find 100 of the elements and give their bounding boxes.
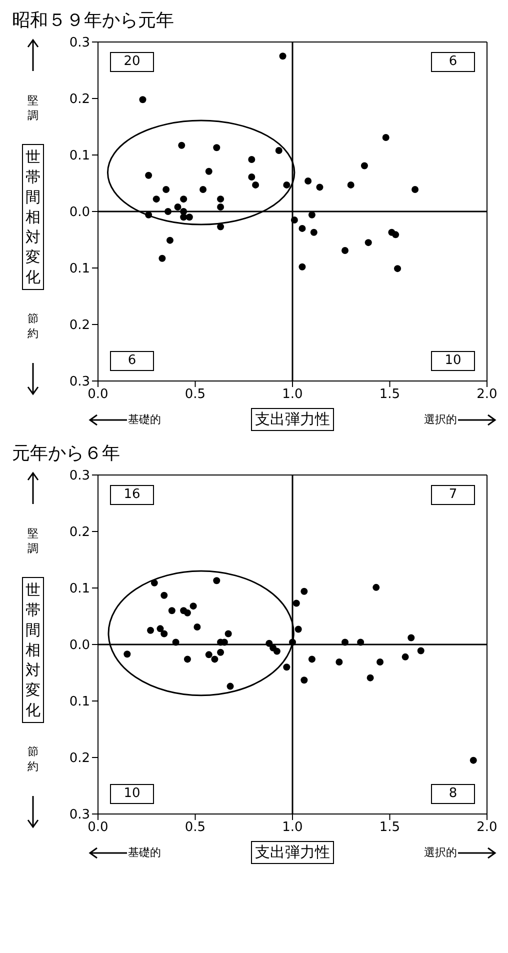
point xyxy=(184,609,191,616)
point xyxy=(376,658,384,666)
point xyxy=(205,168,212,175)
point xyxy=(279,52,286,60)
y-tick-label: 0.1 xyxy=(69,148,90,164)
text: 節約 xyxy=(26,311,40,341)
y-tick-label: 0.3 xyxy=(69,808,90,823)
point xyxy=(186,214,193,221)
point xyxy=(156,625,164,632)
y-tick-label: 0.2 xyxy=(69,525,90,540)
point xyxy=(412,186,419,193)
annotation: 20 xyxy=(110,52,154,72)
point xyxy=(217,648,224,656)
point xyxy=(147,626,154,634)
y-tick-label: 0.2 xyxy=(69,92,90,108)
point xyxy=(304,177,312,184)
text: 堅調 xyxy=(26,526,40,556)
y-tick-label: 0.1 xyxy=(69,694,90,710)
point xyxy=(211,656,218,663)
point xyxy=(300,588,308,595)
annotation: 6 xyxy=(431,52,475,72)
point xyxy=(357,638,364,646)
point xyxy=(273,648,280,655)
point xyxy=(382,134,390,141)
annotation: 10 xyxy=(110,784,154,804)
x-tick-label: 2.0 xyxy=(476,820,498,836)
point xyxy=(184,656,191,663)
y-tick-label: 0.3 xyxy=(69,374,90,390)
annotation: 16 xyxy=(110,485,154,505)
text: 基礎的 xyxy=(128,845,161,860)
text: 節約 xyxy=(26,744,40,774)
x-tick-label: 1.0 xyxy=(282,387,303,402)
point xyxy=(275,146,282,154)
point xyxy=(164,208,172,215)
point xyxy=(174,203,182,210)
point xyxy=(205,651,212,658)
text: 堅調 xyxy=(26,93,40,123)
point xyxy=(217,203,224,210)
point xyxy=(294,626,302,633)
point xyxy=(392,231,400,238)
point xyxy=(180,208,188,215)
point xyxy=(402,653,409,660)
point xyxy=(347,181,354,188)
annotation: 6 xyxy=(110,351,154,371)
point xyxy=(292,600,300,607)
text: 選択的 xyxy=(424,412,457,427)
point xyxy=(178,142,186,149)
point xyxy=(290,216,298,224)
point xyxy=(298,263,306,270)
point xyxy=(366,674,374,682)
point xyxy=(300,676,308,684)
point xyxy=(342,638,349,646)
point xyxy=(372,584,380,591)
point xyxy=(152,196,160,203)
point xyxy=(224,630,232,638)
point xyxy=(283,181,290,188)
point xyxy=(364,239,372,246)
annotation: 10 xyxy=(431,351,475,371)
x-tick-label: 2.0 xyxy=(476,387,498,402)
point xyxy=(360,162,368,170)
y-axis-title: 世帯間相対変化 xyxy=(22,577,44,723)
point xyxy=(308,656,316,663)
point xyxy=(172,638,180,646)
point xyxy=(160,592,168,599)
y-axis-title: 世帯間相対変化 xyxy=(22,144,44,290)
point xyxy=(190,602,197,610)
point xyxy=(213,144,220,152)
point xyxy=(145,172,152,179)
y-tick-label: 0.3 xyxy=(69,468,90,484)
annotation: 8 xyxy=(431,784,475,804)
point xyxy=(217,196,224,203)
point xyxy=(213,577,220,584)
point xyxy=(194,623,201,630)
point xyxy=(310,228,318,236)
y-tick-label: 0.3 xyxy=(69,36,90,51)
x-tick-label: 1.0 xyxy=(282,820,303,836)
point xyxy=(139,96,146,104)
x-tick-label: 0.5 xyxy=(184,387,206,402)
point xyxy=(266,640,273,647)
annotation: 7 xyxy=(431,485,475,505)
text: 選択的 xyxy=(424,845,457,860)
x-tick-label: 0.0 xyxy=(88,820,108,836)
chart-title: 昭和５９年から元年 xyxy=(12,9,175,32)
x-tick-label: 1.5 xyxy=(379,820,400,836)
point xyxy=(316,184,324,191)
point xyxy=(252,181,260,188)
y-tick-label: 0.0 xyxy=(69,638,90,654)
point xyxy=(308,211,316,218)
point xyxy=(248,174,256,181)
y-tick-label: 0.1 xyxy=(69,582,90,597)
point xyxy=(168,607,176,614)
point xyxy=(298,224,306,232)
point xyxy=(180,196,188,203)
point xyxy=(417,647,424,654)
point xyxy=(200,186,207,193)
point xyxy=(217,223,224,230)
y-tick-label: 0.2 xyxy=(69,751,90,766)
point xyxy=(226,682,234,690)
chart-title: 元年から６年 xyxy=(12,442,121,465)
y-tick-label: 0.2 xyxy=(69,318,90,334)
